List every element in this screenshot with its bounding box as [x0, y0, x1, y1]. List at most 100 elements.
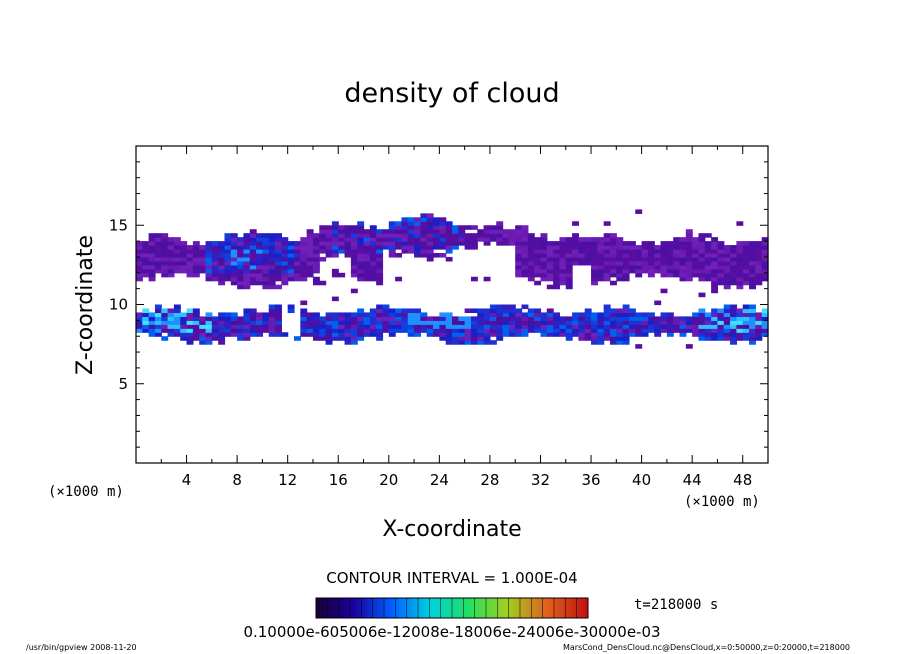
- density-cell: [641, 252, 649, 258]
- density-cell: [761, 260, 769, 266]
- density-cell: [704, 312, 712, 317]
- density-cell: [704, 264, 712, 270]
- density-cell: [439, 316, 447, 321]
- density-cell: [458, 324, 466, 329]
- density-cell: [395, 221, 403, 226]
- density-cell: [704, 260, 712, 266]
- density-cell: [230, 276, 238, 282]
- density-cell: [730, 324, 737, 329]
- density-cell: [357, 320, 365, 325]
- density-cell: [717, 316, 725, 321]
- density-cell: [338, 312, 346, 317]
- density-cell: [344, 233, 352, 238]
- density-cell: [192, 320, 200, 325]
- density-cell: [281, 332, 289, 337]
- density-cell: [300, 308, 308, 314]
- density-cell: [755, 272, 763, 278]
- density-cell: [256, 233, 263, 238]
- density-cell: [673, 245, 681, 250]
- density-cell: [300, 320, 308, 325]
- density-cell: [616, 241, 624, 246]
- density-cell: [338, 336, 346, 341]
- density-cell: [180, 328, 188, 333]
- density-cell: [711, 312, 719, 317]
- density-cell: [243, 284, 251, 290]
- density-cell: [597, 256, 605, 262]
- density-cell: [420, 252, 428, 258]
- density-cell: [755, 324, 763, 329]
- density-cell: [357, 256, 365, 262]
- density-cell: [363, 320, 371, 325]
- density-cell: [369, 268, 377, 274]
- density-cell: [268, 284, 276, 290]
- density-cell: [610, 328, 617, 333]
- density-cell: [136, 272, 143, 278]
- density-cell: [237, 284, 245, 290]
- density-cell: [173, 324, 181, 329]
- density-cell: [755, 332, 763, 337]
- density-cell: [483, 336, 491, 341]
- density-cell: [742, 336, 750, 341]
- density-cell: [742, 312, 750, 317]
- density-cell: [698, 268, 706, 274]
- density-cell: [723, 249, 731, 254]
- density-cell: [433, 241, 440, 246]
- density-cell: [249, 229, 257, 234]
- density-cell: [483, 237, 491, 242]
- density-cell: [730, 268, 737, 274]
- density-cell: [597, 312, 605, 317]
- density-cell: [698, 256, 706, 262]
- density-cell: [749, 268, 756, 274]
- density-cell: [698, 249, 706, 254]
- density-cell: [717, 276, 725, 282]
- density-cell: [622, 324, 630, 329]
- density-cell: [426, 332, 434, 337]
- density-cell: [603, 237, 611, 242]
- density-cell: [275, 284, 282, 290]
- density-cell: [591, 237, 598, 242]
- density-cell: [692, 256, 700, 262]
- density-cell: [534, 268, 542, 274]
- density-cell: [154, 260, 162, 266]
- density-cell: [243, 256, 251, 262]
- density-cell: [331, 221, 339, 226]
- density-cell: [300, 260, 308, 266]
- density-cell: [489, 308, 497, 314]
- density-cell: [723, 256, 731, 262]
- density-cell: [344, 332, 352, 337]
- density-cell: [407, 316, 415, 321]
- density-cell: [723, 245, 731, 250]
- density-cell: [603, 276, 611, 282]
- density-cell: [420, 316, 428, 321]
- density-cell: [350, 256, 358, 262]
- density-cell: [306, 241, 314, 246]
- density-cell: [237, 272, 245, 278]
- density-cell: [666, 241, 674, 246]
- density-cell: [553, 316, 561, 321]
- density-cell: [635, 256, 643, 262]
- density-cell: [224, 264, 232, 270]
- density-cell: [546, 241, 554, 246]
- density-cell: [489, 225, 497, 230]
- density-cell: [654, 260, 662, 266]
- density-cell: [154, 308, 162, 314]
- density-cell: [527, 252, 535, 258]
- density-cell: [610, 332, 617, 337]
- density-cell: [325, 237, 333, 242]
- footer-right: MarsCond_DensCloud.nc@DensCloud,x=0:5000…: [563, 643, 850, 652]
- density-cell: [243, 268, 251, 274]
- density-cell: [199, 316, 207, 321]
- density-cell: [439, 328, 447, 333]
- density-cell: [464, 332, 472, 337]
- x-unit-left: (×1000 m): [48, 484, 124, 500]
- density-cell: [420, 324, 428, 329]
- density-cell: [698, 245, 706, 250]
- density-cell: [521, 241, 529, 246]
- density-cell: [565, 280, 573, 286]
- density-cell: [218, 264, 226, 270]
- density-cell: [723, 276, 731, 282]
- density-cell: [401, 249, 409, 254]
- density-cell: [458, 340, 466, 345]
- density-cell: [306, 264, 314, 270]
- density-cell: [597, 320, 605, 325]
